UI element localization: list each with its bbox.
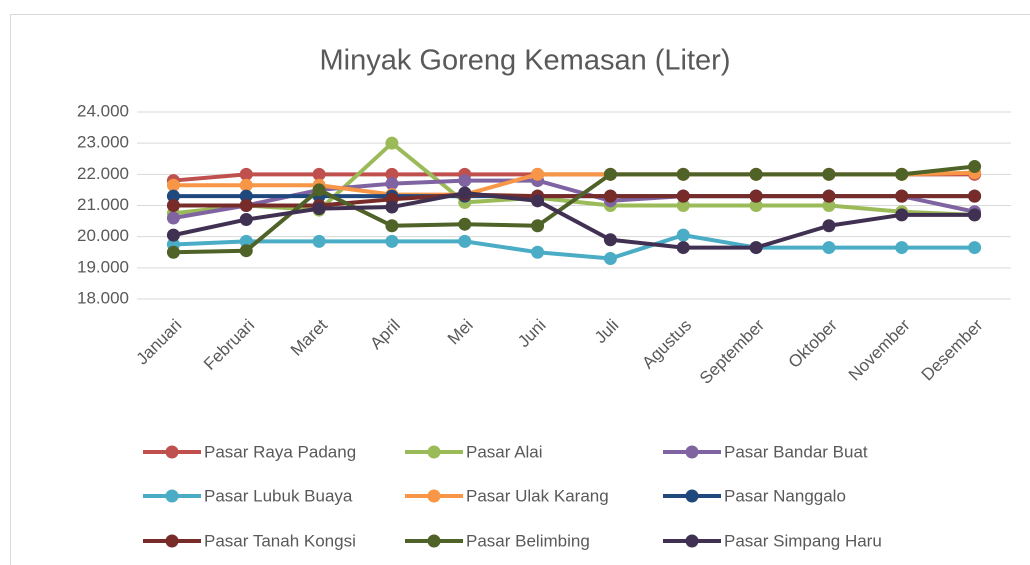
legend-marker [165,489,179,503]
legend-item: Pasar Simpang Haru [663,531,882,550]
point [676,167,690,181]
point [166,228,180,242]
legend-marker [427,445,441,459]
point [531,245,545,259]
point [385,234,399,248]
point [531,167,545,181]
y-tick-label: 23.000 [77,133,129,152]
point [822,199,836,212]
point [822,219,836,233]
point [458,174,472,188]
legend-item: Pasar Ulak Karang [405,486,609,505]
point [385,177,399,191]
legend-marker [685,534,699,548]
point [531,219,545,233]
point [166,189,180,203]
point [895,167,909,181]
point [312,167,326,181]
point [458,186,472,200]
point [458,217,472,231]
point [895,189,909,203]
legend-label: Pasar Nanggalo [724,486,846,505]
y-tick-label: 20.000 [77,226,129,245]
point [239,234,253,248]
point [166,211,180,225]
point [895,241,909,255]
y-tick-label: 21.000 [77,195,129,214]
point [312,202,326,216]
point [822,189,836,203]
legend-marker [685,489,699,503]
point [385,200,399,214]
legend-marker [427,534,441,548]
legend-label: Pasar Tanah Kongsi [204,531,356,550]
legend-item: Pasar Bandar Buat [663,442,868,461]
point [676,228,690,242]
point [676,199,690,212]
point [603,233,617,247]
point [239,244,253,258]
point [603,251,617,265]
point [385,136,399,150]
point [968,241,982,255]
point [239,167,253,181]
legend-marker [165,534,179,548]
y-tick-label: 19.000 [77,257,129,276]
legend-label: Pasar Alai [466,442,543,461]
chart-border [10,14,1030,565]
point [166,178,180,192]
legend-marker [427,489,441,503]
legend-item: Pasar Alai [405,442,543,461]
y-tick-label: 18.000 [77,288,129,307]
legend-marker [165,445,179,459]
point [822,241,836,255]
point [822,167,836,181]
series-line [173,192,975,208]
point [166,245,180,259]
point [166,199,180,212]
point [385,219,399,233]
chart-title: Minyak Goreng Kemasan (Liter) [320,45,731,77]
point [239,189,253,203]
point [239,199,253,212]
legend-item: Pasar Nanggalo [663,486,846,505]
legend-item: Pasar Belimbing [405,531,590,550]
legend-label: Pasar Lubuk Buaya [204,486,353,505]
legend-label: Pasar Raya Padang [204,442,356,461]
point [895,208,909,222]
legend-label: Pasar Ulak Karang [466,486,609,505]
legend-item: Pasar Tanah Kongsi [143,531,356,550]
point [312,234,326,248]
point [749,199,763,212]
point [603,189,617,203]
legend-item: Pasar Lubuk Buaya [143,486,353,505]
point [749,189,763,203]
point [312,183,326,197]
legend-label: Pasar Belimbing [466,531,590,550]
series-line [173,164,975,255]
series-line [172,191,975,250]
point [968,208,982,222]
legend-marker [685,445,699,459]
point [531,194,545,208]
point [676,241,690,255]
legend-label: Pasar Simpang Haru [724,531,882,550]
point [749,241,763,255]
y-tick-label: 24.000 [77,101,129,120]
series-line [173,233,975,261]
point [239,213,253,227]
point [968,189,982,203]
point [676,189,690,203]
legend-item: Pasar Raya Padang [143,442,356,461]
legend-label: Pasar Bandar Buat [724,442,868,461]
point [458,234,472,248]
y-tick-label: 22.000 [77,164,129,183]
point [603,167,617,181]
point [749,167,763,181]
point [239,178,253,192]
point [385,167,399,181]
point [968,160,982,174]
